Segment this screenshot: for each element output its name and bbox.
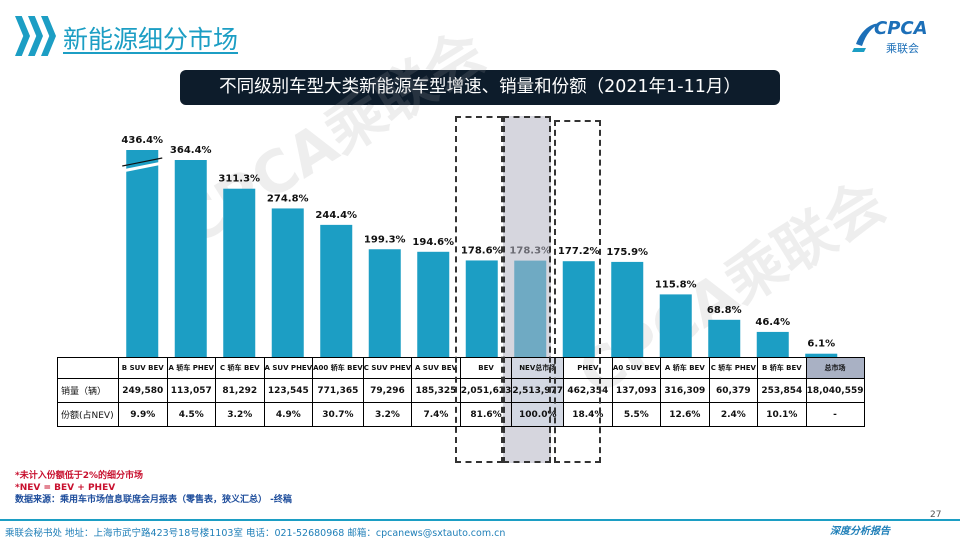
bar [562,261,595,357]
page-title: 新能源细分市场 [63,25,239,54]
column-header: A SUV PHEV [263,357,314,379]
table-cell: 3.2% [215,402,265,427]
table-cell: 249,580 [118,378,168,403]
data-label: 194.6% [412,237,454,248]
table-cell: 113,057 [166,378,216,403]
data-label: 436.4% [121,135,163,146]
table-cell: 185,325 [411,378,461,403]
data-label: 199.3% [364,234,406,245]
data-label: 274.8% [267,193,309,204]
data-label: 6.1% [807,339,835,350]
column-header: B SUV BEV [118,357,168,379]
data-label: 311.3% [218,174,260,185]
highlight-bev [455,116,503,463]
bar [223,188,256,357]
data-label: 178.6% [461,245,503,256]
bar [368,249,401,357]
column-header: B 轿车 BEV [757,357,807,379]
table-cell: 2.4% [708,402,759,427]
table-cell: 30.7% [312,402,364,427]
table-cell: 253,854 [757,378,807,403]
data-source: 数据来源：乘用车市场信息联席会月报表（零售表，狭义汇总） -终稿 [15,495,292,505]
table-cell: 137,093 [611,378,662,403]
table-cell: 9.9% [118,402,168,427]
data-label: 244.4% [315,210,357,221]
data-label: 115.8% [655,279,697,290]
logo-brand: CPCA [874,18,928,39]
table-cell: 462,354 [563,378,613,403]
footnote: *NEV = BEV + PHEV [15,483,116,493]
table-row: 份额(占NEV) 9.9% 4.5% 3.2% 4.9% 30.7% 3.2% 7.4% 81.… [57,402,865,427]
highlight-nev-total-border [503,116,551,463]
column-header: C 轿车 BEV [215,357,265,379]
column-header: A SUV BEV [411,357,461,379]
column-header: A0 SUV BEV [611,357,662,379]
table-corner [57,357,119,379]
table-cell: 12.6% [660,402,710,427]
footer-contact: 乘联会秘书处 地址：上海市武宁路423号18号楼1103室 电话：021-526… [5,528,506,539]
table-cell: 7.4% [411,402,461,427]
bar [611,261,644,357]
table-cell: 3.2% [362,402,413,427]
column-header: A 轿车 PHEV [166,357,216,379]
data-label: 68.8% [707,305,742,316]
highlight-phev [554,120,601,463]
table-cell: 18,040,559 [805,378,865,403]
axis-break-mark [121,161,163,173]
data-label: 177.2% [558,246,600,257]
bar [271,208,304,357]
table-cell: 316,309 [660,378,710,403]
data-label: 364.4% [170,145,212,156]
row-label: 销量（辆） [57,378,119,403]
footnote: *未计入份额低于2%的细分市场 [15,471,143,481]
table-cell: 79,296 [362,378,413,403]
logo-chinese-name: 乘联会 [886,42,919,55]
data-table: B SUV BEV A 轿车 PHEV C 轿车 BEV A SUV PHEV A00 … [57,357,865,427]
cpca-logo: CPCA 乘联会 [852,16,944,58]
bar [756,331,789,357]
column-header: 总市场 [805,357,865,379]
table-cell: - [805,402,865,427]
table-cell: 10.1% [757,402,807,427]
bar [126,150,159,357]
table-cell: 123,545 [263,378,314,403]
page-number: 27 [930,510,942,520]
bar [708,319,741,357]
table-row: 销量（辆） 249,580 113,057 81,292 123,545 771,365 7… [57,378,865,403]
footer-divider [0,519,960,521]
bar [174,160,207,357]
table-cell: 771,365 [312,378,364,403]
table-cell: 81,292 [215,378,265,403]
data-label: 175.9% [606,247,648,258]
row-label: 份额(占NEV) [57,402,119,427]
column-header: C 轿车 PHEV [708,357,759,379]
table-cell: 4.5% [166,402,216,427]
column-header: A 轿车 BEV [660,357,710,379]
footer-report-label: 深度分析报告 [830,526,890,537]
axis-break-mark [122,157,163,167]
column-header: C SUV PHEV [362,357,413,379]
column-header: A00 轿车 BEV [312,357,364,379]
data-label: 46.4% [755,317,790,328]
table-cell: 5.5% [611,402,662,427]
table-cell: 60,379 [708,378,759,403]
bar [465,260,498,357]
footnotes: *未计入份额低于2%的细分市场 *NEV = BEV + PHEV 数据来源：乘… [15,470,292,506]
bar [320,224,353,357]
bar [805,353,838,357]
logo-swoosh-icon [852,23,880,52]
chart-title: 不同级别车型大类新能源车型增速、销量和份额（2021年1-11月） [180,70,780,105]
bar [417,251,450,357]
table-cell: 4.9% [263,402,314,427]
bar [659,294,692,357]
